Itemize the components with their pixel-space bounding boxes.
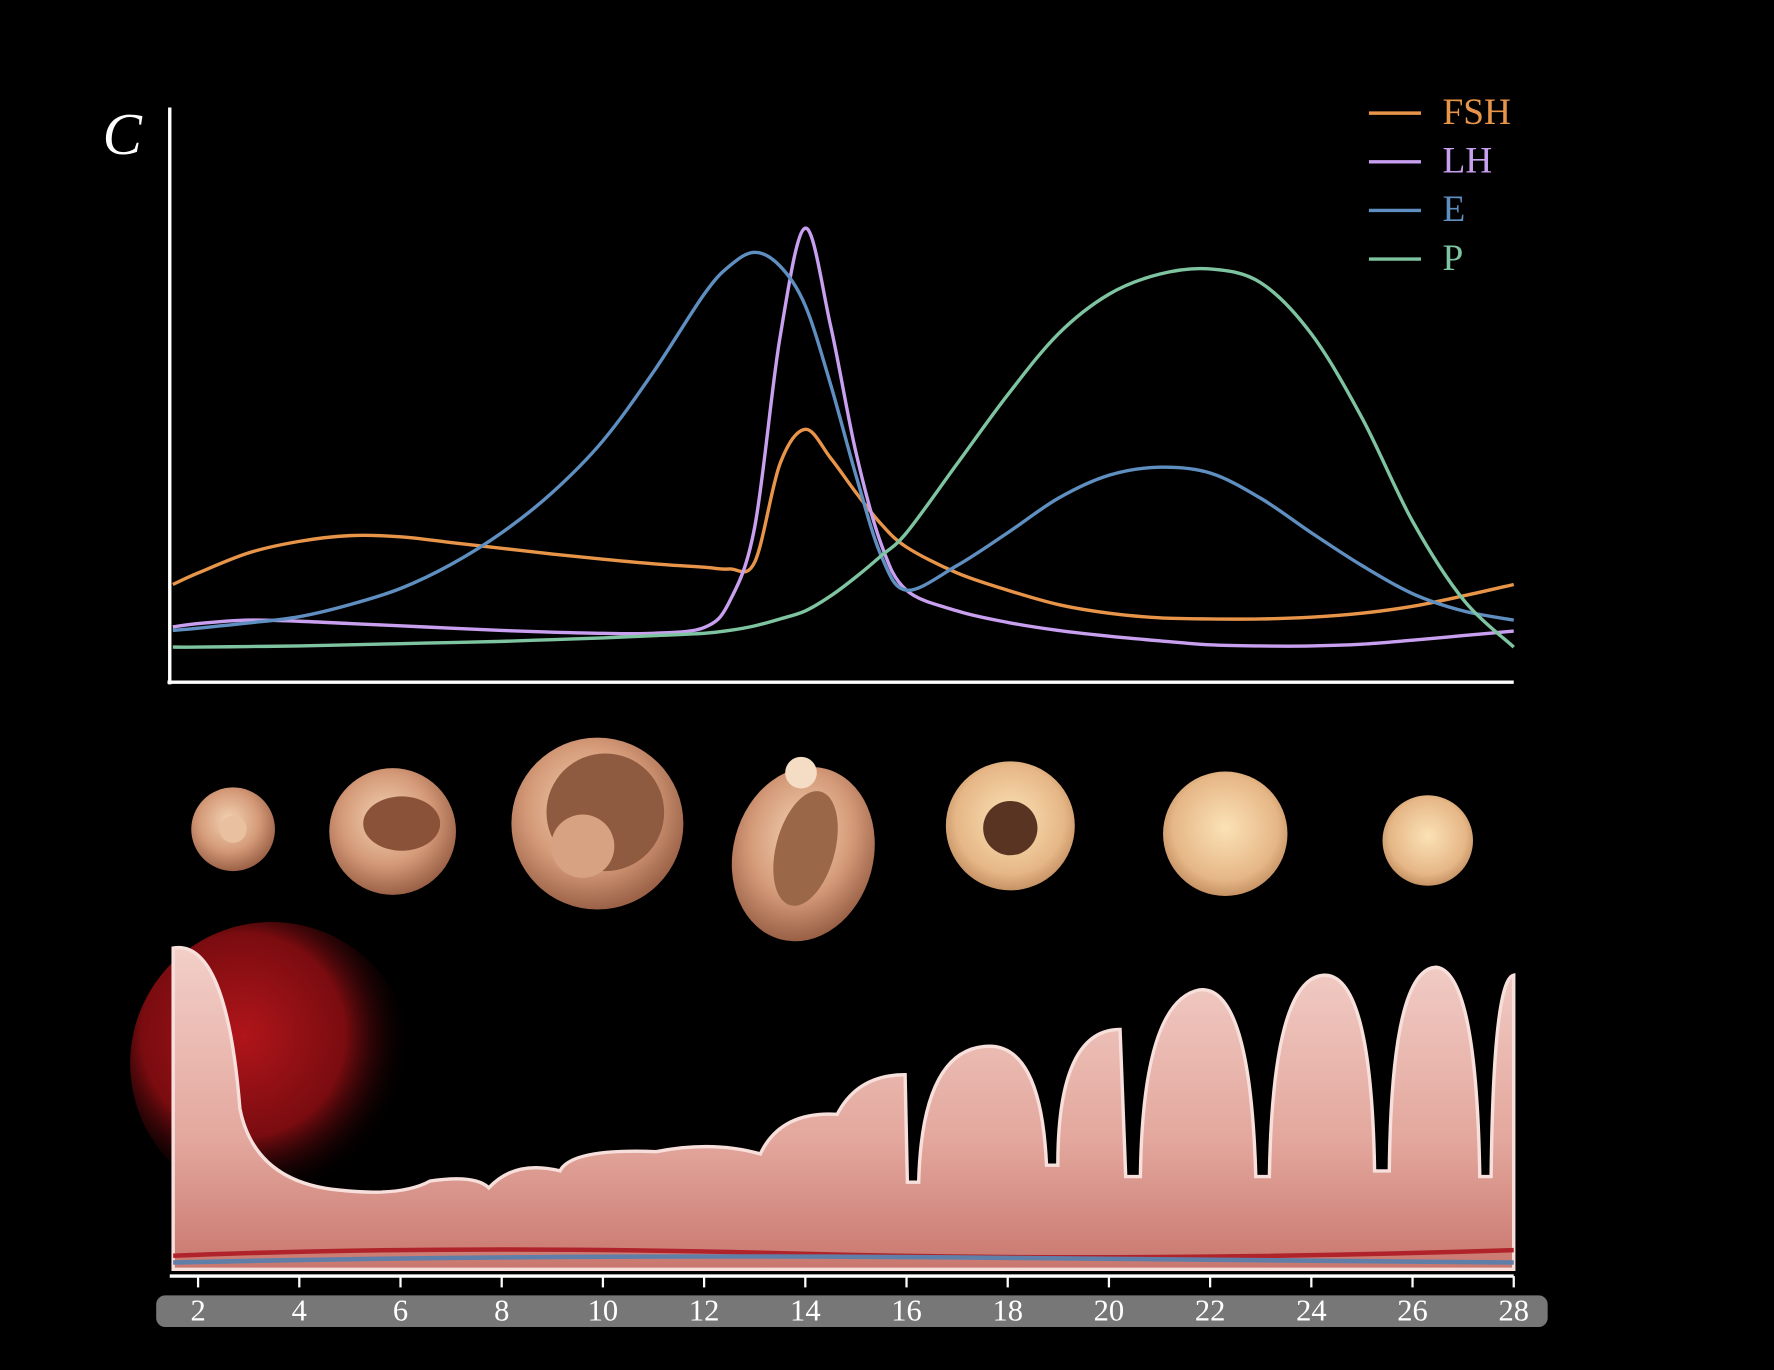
x-tick-label: 28: [1498, 1293, 1529, 1327]
x-tick-label: 24: [1296, 1293, 1327, 1327]
endometrium-layer: [171, 945, 1516, 1272]
follicle-cavity: [773, 791, 838, 906]
ovum: [785, 756, 817, 789]
x-tick-label: 18: [992, 1293, 1023, 1327]
x-tick-label: 10: [588, 1293, 619, 1327]
x-tick-label: 6: [393, 1293, 408, 1327]
x-tick-label: 2: [190, 1293, 205, 1327]
legend-label: LH: [1442, 141, 1492, 182]
follicle-core: [551, 814, 615, 878]
vessel: [173, 1254, 1514, 1265]
follicle-cavity: [363, 796, 441, 851]
legend-label: P: [1442, 238, 1463, 279]
x-tick-label: 12: [689, 1293, 720, 1327]
x-tick-label: 8: [494, 1293, 509, 1327]
follicle-core: [219, 815, 247, 843]
x-tick-label: 4: [292, 1293, 307, 1327]
x-tick-label: 16: [891, 1293, 922, 1327]
follicles: [191, 737, 1474, 942]
series-line: [172, 226, 1514, 648]
x-tick-label: 22: [1195, 1293, 1226, 1327]
series-line: [172, 250, 1515, 633]
corpus-albicans: [1382, 795, 1474, 886]
vessel: [173, 1247, 1514, 1260]
legend-label: FSH: [1442, 92, 1510, 133]
x-tick-label: 26: [1397, 1293, 1428, 1327]
corpus-luteum-core: [983, 800, 1038, 856]
endometrium: [130, 922, 1516, 1272]
corpus-luteum: [1163, 771, 1288, 896]
x-tick-label: 14: [790, 1293, 821, 1327]
y-axis-label: C: [103, 102, 143, 167]
series-line: [172, 266, 1515, 649]
series-line: [172, 427, 1515, 621]
legend-label: E: [1442, 189, 1465, 230]
x-tick-label: 20: [1094, 1293, 1125, 1327]
x-tick-band: [156, 1295, 1548, 1328]
